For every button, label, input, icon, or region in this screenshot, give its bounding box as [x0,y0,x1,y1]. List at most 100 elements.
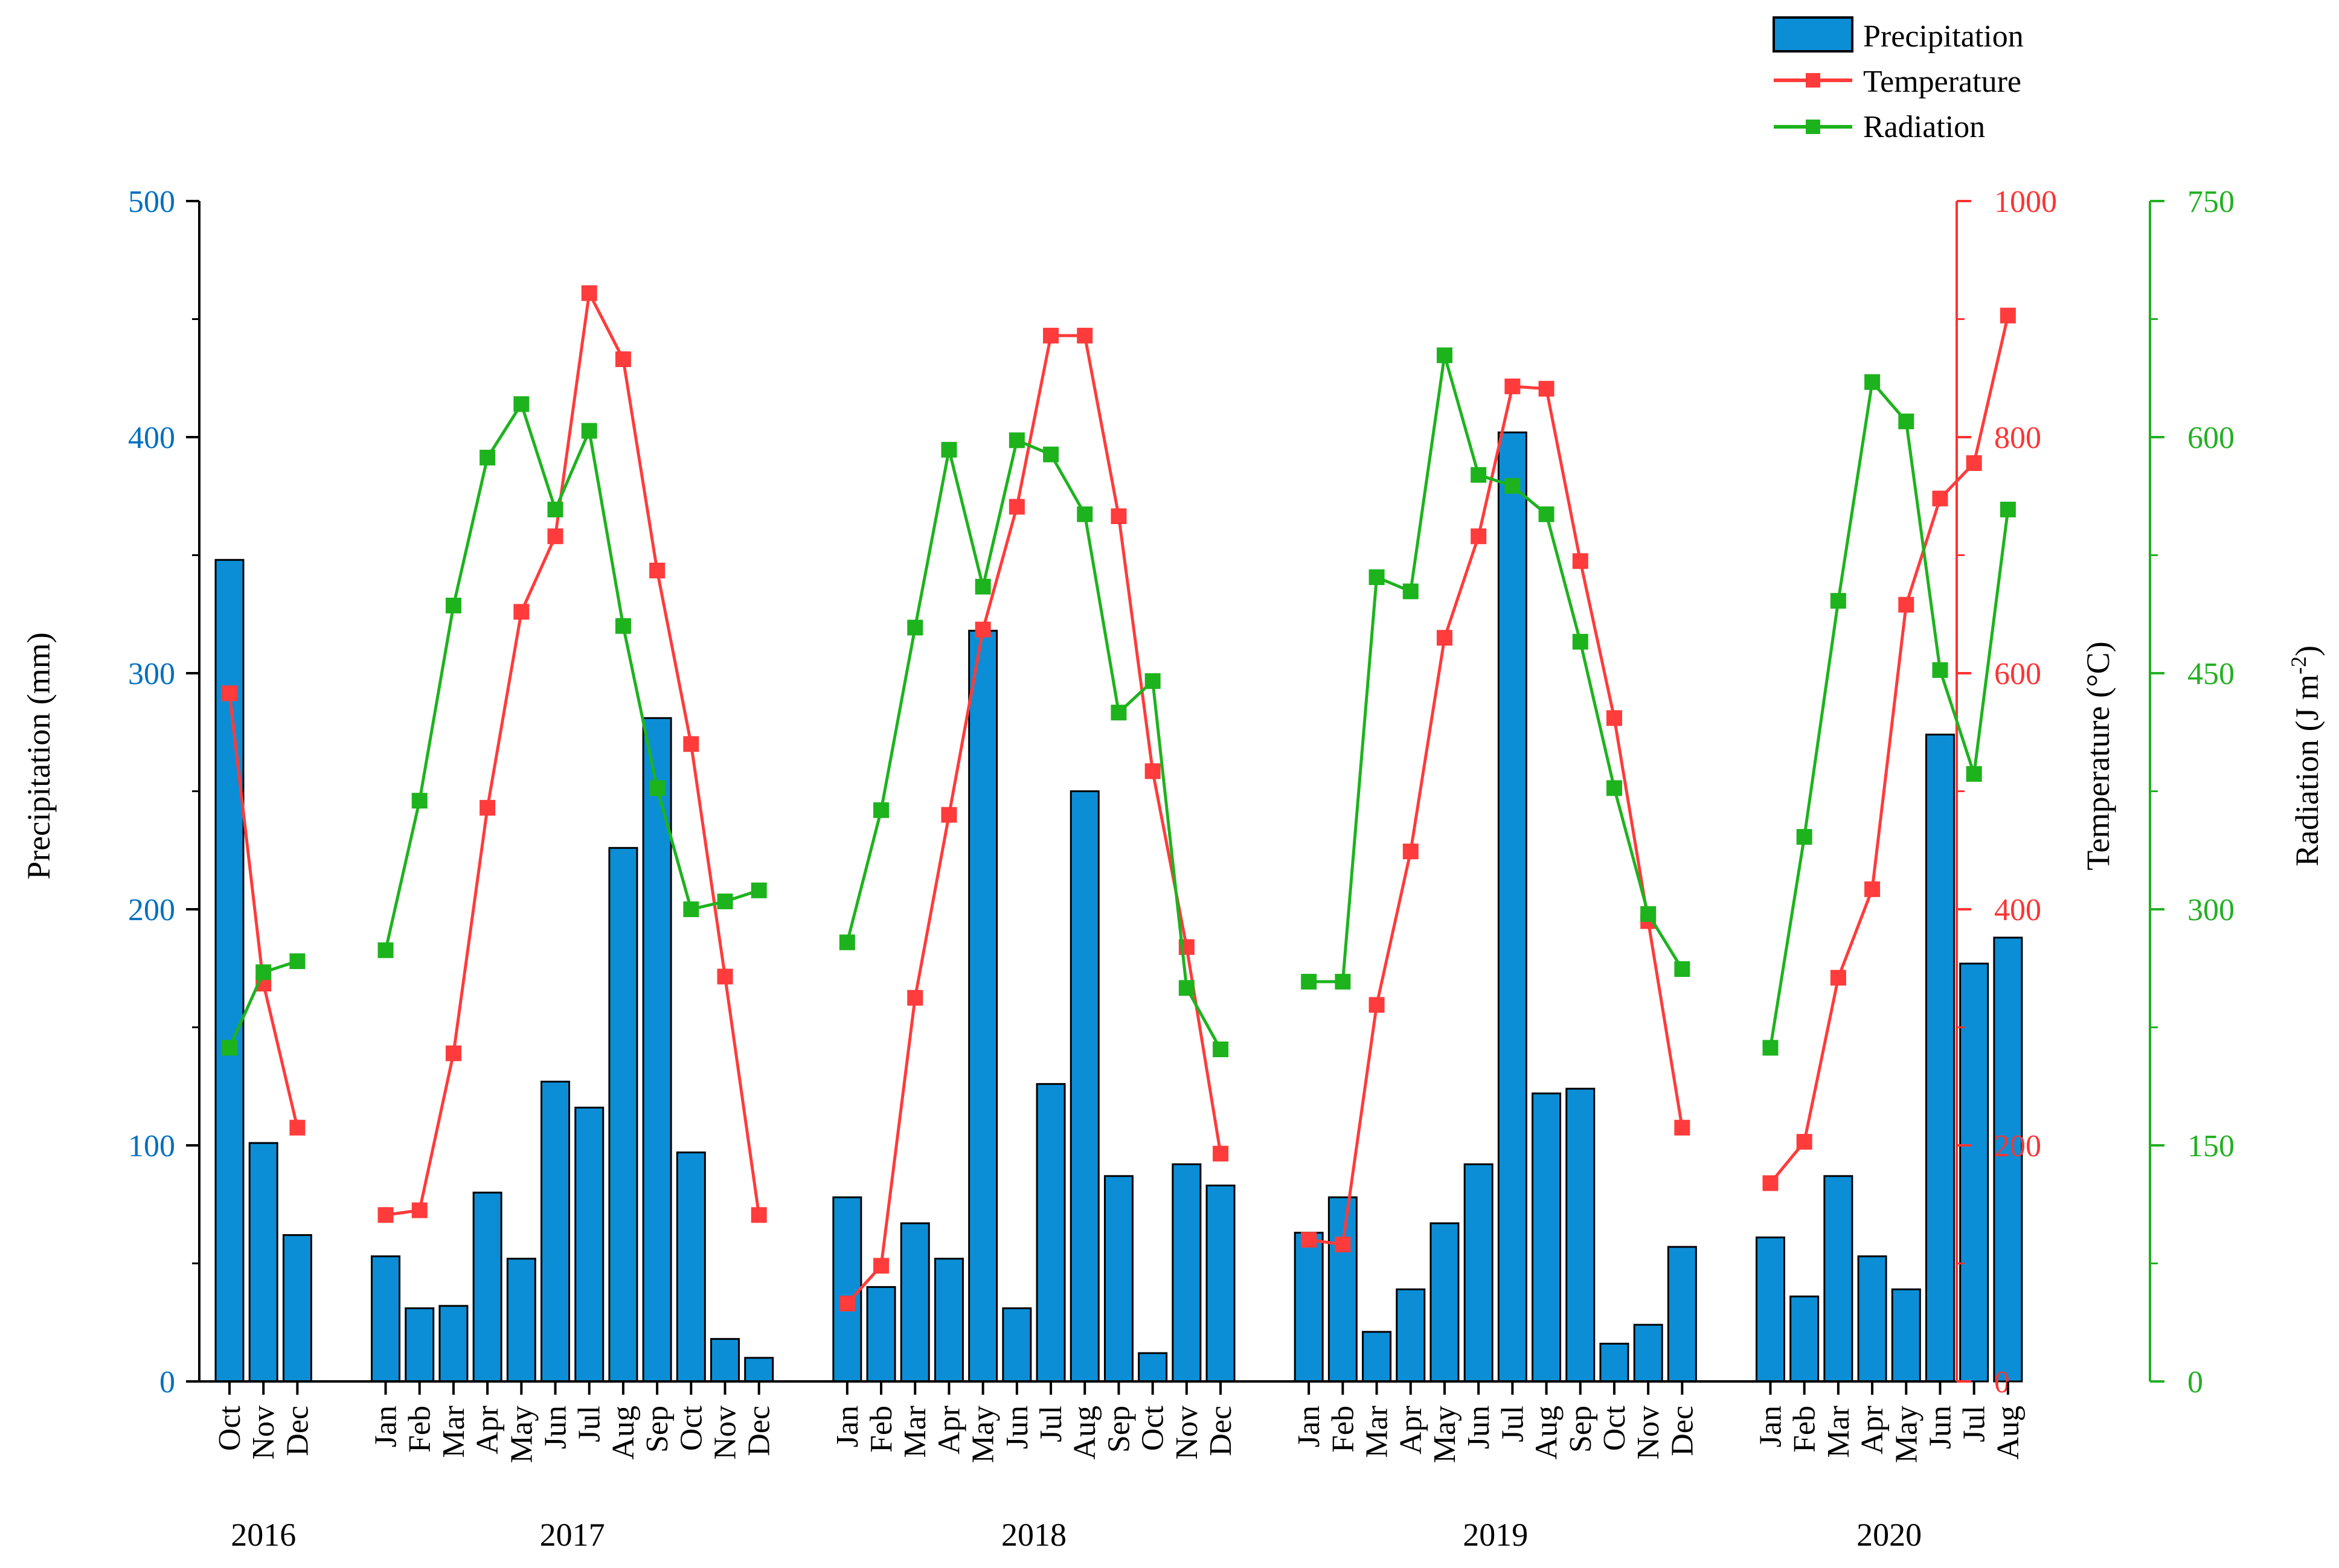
radiation-point [1178,980,1195,996]
temperature-point [377,1207,394,1223]
temperature-axis-tick-label: 200 [1994,1129,2041,1163]
x-axis-month-label: Feb [403,1406,437,1453]
radiation-point [411,793,428,809]
radiation-point [1043,446,1059,462]
x-axis-month-label: Dec [742,1406,777,1456]
radiation-axis-tick-label: 750 [2187,185,2235,219]
radiation-axis-tick-label: 450 [2187,657,2235,691]
x-axis-month-label: Nov [246,1406,281,1460]
precipitation-bar [541,1080,571,1383]
temperature-point [839,1295,855,1311]
radiation-point [649,780,666,796]
precipitation-bar [1138,1352,1168,1383]
temperature-line-segment [385,288,761,1217]
precipitation-bar [1327,1196,1358,1383]
radiation-point [1471,467,1487,483]
radiation-point [1572,633,1588,650]
precipitation-bar [1172,1163,1202,1383]
precipitation-bar [405,1307,435,1383]
temperature-line-segment [845,334,1222,1305]
temperature-axis-tick-label: 1000 [1994,185,2057,219]
radiation-axis-tick-label: 0 [2187,1365,2203,1400]
x-axis-year-label: 2019 [1463,1517,1528,1553]
temperature-point [975,621,991,638]
legend-temperature-label: Temperature [1863,65,2021,99]
temperature-point [1009,499,1025,515]
temperature-axis-tick-label: 800 [1994,421,2041,455]
x-axis-month-label: Feb [1326,1406,1360,1453]
precipitation-bar [1959,962,1989,1383]
radiation-point [222,1040,237,1056]
left-axis-tick-label: 500 [128,185,175,219]
x-axis-month-label: Jul [1495,1406,1530,1442]
precipitation-bar [1497,431,1527,1383]
precipitation-bar [934,1258,964,1383]
precipitation-bar [1823,1175,1853,1383]
x-axis-month-label: Mar [898,1406,932,1458]
radiation-axis-title-superscript: -2 [2286,656,2311,674]
precipitation-bar [710,1338,740,1383]
temperature-point [1966,455,1982,472]
x-axis-month-label: Sep [1102,1406,1136,1453]
legend-radiation-marker [1806,120,1820,134]
precipitation-bar [1036,1083,1066,1383]
precipitation-bars [214,431,2023,1383]
radiation-point [873,802,890,818]
radiation-point [377,942,394,958]
temperature-point [289,1119,306,1136]
temperature-point [751,1207,767,1223]
left-axis-tick-label: 100 [128,1129,175,1163]
precipitation-bar [900,1222,930,1383]
x-axis-month-label: Aug [1068,1406,1102,1460]
x-axis-month-label: Mar [1360,1406,1394,1458]
x-axis-month-label: Sep [640,1406,675,1453]
temperature-point [615,351,631,367]
precipitation-bar [1755,1236,1785,1383]
precipitation-bar [744,1357,774,1383]
left-axis-title: Precipitation (mm) [21,632,57,879]
radiation-point [1077,506,1093,522]
radiation-point [941,441,957,458]
radiation-point [480,449,496,466]
temperature-point [1898,597,1914,613]
legend-precipitation-swatch [1773,16,1853,53]
radiation-point [1864,374,1881,390]
temperature-point [480,799,496,816]
x-axis-month-label: Nov [1631,1406,1666,1460]
x-axis-year-label: 2016 [231,1517,296,1553]
radiation-point [1606,780,1622,796]
precipitation-bar [832,1196,862,1383]
radiation-point [1111,705,1127,721]
x-axis-month-label: May [1428,1406,1462,1463]
temperature-point [1674,1119,1690,1136]
x-axis-month-label: May [1889,1406,1923,1463]
radiation-point [1966,766,1982,782]
radiation-point [1009,432,1025,449]
temperature-point [683,736,699,752]
temperature-point [1111,508,1127,524]
radiation-point [1436,347,1452,363]
legend-precipitation-label: Precipitation [1863,19,2024,54]
temperature-point [445,1045,461,1061]
temperature-point [1213,1145,1229,1162]
x-axis-month-label: Feb [864,1406,899,1453]
radiation-line-segment [845,438,1222,1051]
x-axis-month-label: Aug [1991,1406,2026,1460]
x-axis-month-label: Jul [1957,1406,1992,1442]
x-axis-month-label: Jan [1292,1406,1326,1447]
x-axis-month-label: Oct [1597,1405,1632,1451]
radiation-line-segment [1769,379,2010,1048]
left-axis-tick-label: 300 [128,657,175,691]
temperature-axis-tick-label: 400 [1994,893,2041,927]
radiation-point [581,423,597,439]
x-axis-month-label: Mar [437,1406,471,1458]
radiation-point [1538,506,1555,522]
precipitation-bar [1396,1288,1426,1383]
x-axis-month-label: Oct [674,1405,708,1451]
left-axis-tick-label: 400 [128,421,175,455]
radiation-point [445,597,461,613]
temperature-point [1402,843,1419,860]
radiation-line-segment [1309,354,1684,984]
